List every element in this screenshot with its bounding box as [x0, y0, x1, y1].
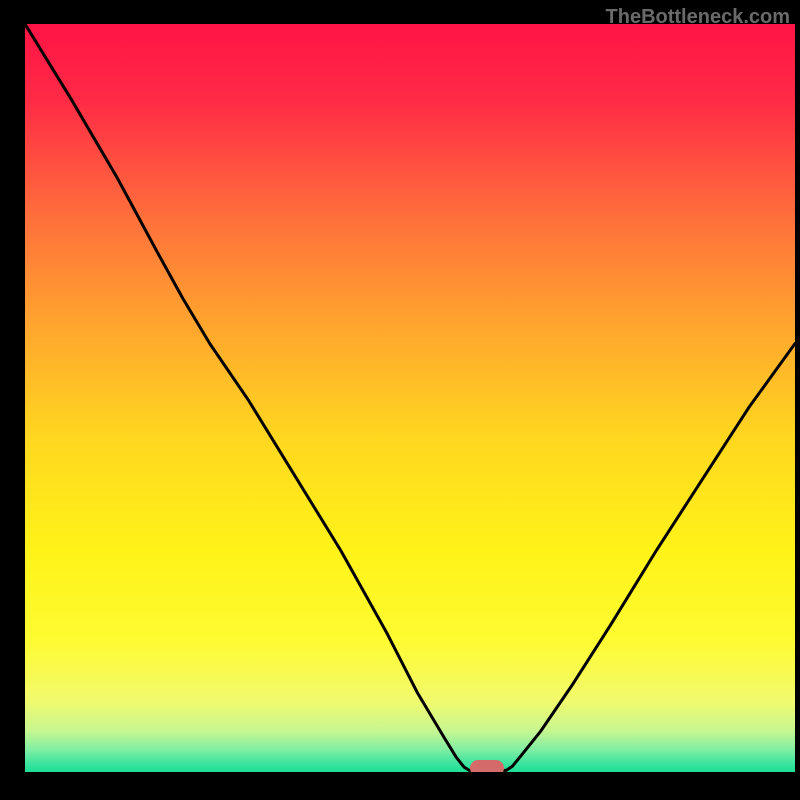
bottleneck-curve — [25, 24, 795, 776]
chart-container: TheBottleneck.com — [0, 0, 800, 800]
baseline — [25, 772, 795, 776]
plot-area — [25, 24, 795, 776]
